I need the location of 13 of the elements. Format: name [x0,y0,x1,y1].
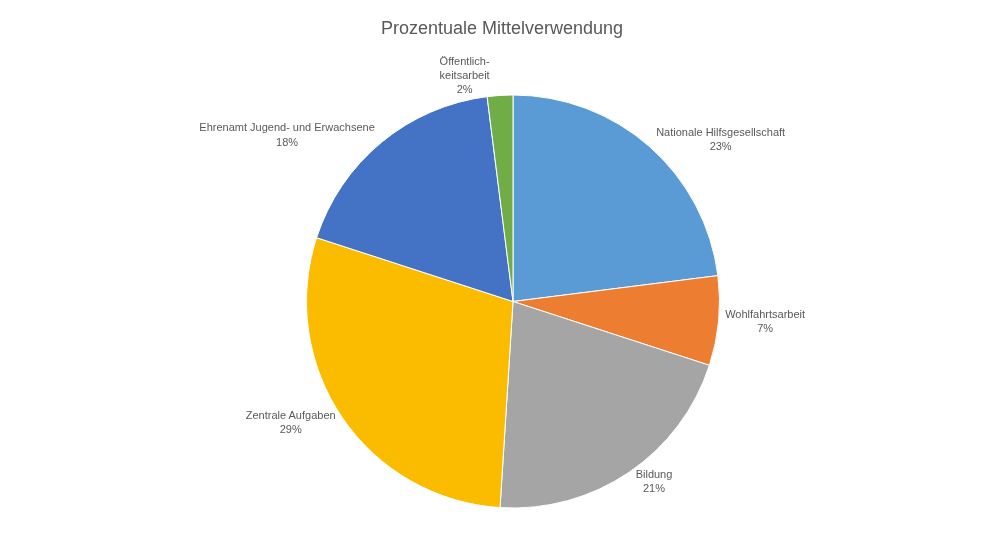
data-label: 21% [642,482,666,495]
slice-label: Bildung [635,468,673,481]
slice-label: Zentrale Aufgaben [245,408,336,421]
chart-title: Prozentuale Mittelverwendung [380,18,624,39]
slice-label: Wohlfahrtsarbeit [725,307,806,320]
data-label: 23% [709,140,732,153]
data-label: 18% [276,135,299,148]
data-label: 2% [456,83,473,96]
data-label: 7% [757,322,774,335]
slice-label: Öffentlich- keitsarbeit [439,54,490,82]
slice-label: Nationale Hilfsgesellschaft [656,126,786,139]
data-label: 29% [279,422,302,435]
slice-label: Ehrenamt Jugend- und Erwachsene [199,121,375,134]
